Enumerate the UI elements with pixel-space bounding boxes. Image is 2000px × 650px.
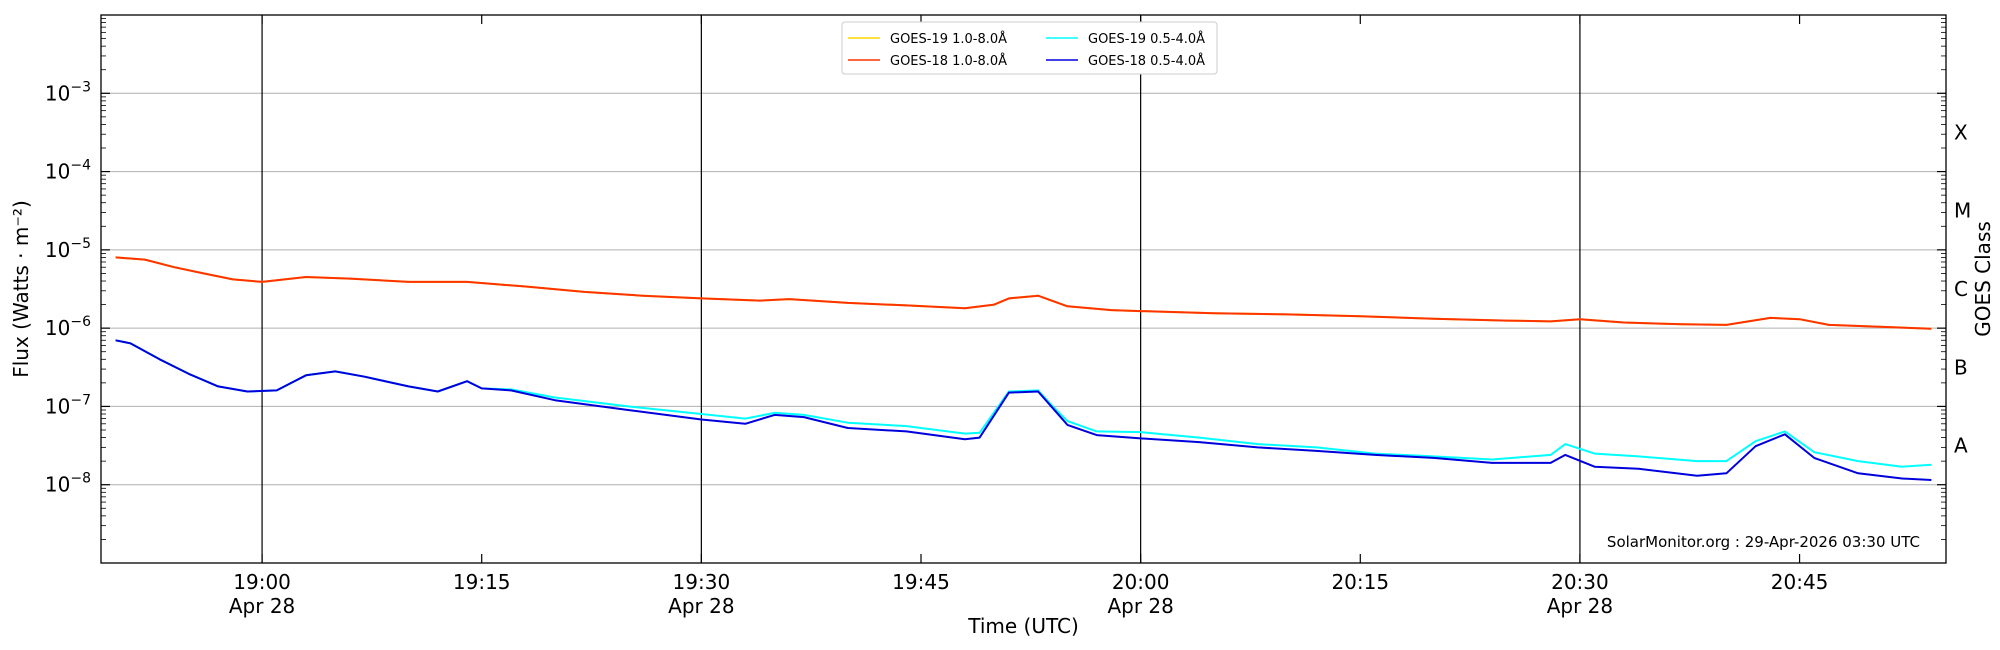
goes-class-axis-label: GOES Class	[1971, 221, 1995, 337]
x-tick-label: 19:00	[233, 570, 291, 594]
legend: GOES-19 1.0-8.0Å GOES-19 0.5-4.0Å GOES-18 …	[841, 21, 1218, 75]
grid-layer	[101, 92, 1946, 486]
x-tick-date-label: Apr 28	[1547, 594, 1613, 618]
goes-class-label: X	[1954, 120, 1968, 144]
x-tick-label: 20:15	[1331, 570, 1389, 594]
x-tick-label: 20:30	[1551, 570, 1609, 594]
series-line	[115, 339, 1932, 481]
goes-class-label: C	[1954, 277, 1968, 301]
goes-class-labels: X M C B A	[1954, 120, 1971, 457]
y-tick-label: 10−5	[45, 236, 91, 262]
footer-credit: SolarMonitor.org : 29-Apr-2026 03:30 UTC	[1607, 533, 1920, 551]
series-line	[115, 256, 1932, 330]
x-tick-date-label: Apr 28	[229, 594, 295, 618]
x-axis-label: Time (UTC)	[967, 614, 1079, 638]
y-tick-label: 10−7	[45, 392, 91, 418]
goes-class-label: M	[1954, 199, 1971, 223]
series-layer	[115, 256, 1932, 481]
legend-label: GOES-18 1.0-8.0Å	[890, 53, 1007, 69]
vertical-lines	[261, 15, 1581, 563]
x-tick-label: 19:45	[892, 570, 950, 594]
legend-label: GOES-18 0.5-4.0Å	[1088, 53, 1205, 69]
x-tick-label: 20:00	[1112, 570, 1170, 594]
plot-frame	[100, 14, 1947, 564]
x-tick-date-label: Apr 28	[668, 594, 734, 618]
x-tick-label: 19:30	[673, 570, 731, 594]
series-line	[115, 339, 1932, 468]
series-line	[115, 256, 1932, 330]
legend-box	[841, 21, 1218, 75]
legend-label: GOES-19 1.0-8.0Å	[890, 31, 1007, 47]
goes-class-label: B	[1954, 355, 1968, 379]
y-tick-label: 10−6	[45, 314, 91, 340]
goes-class-label: A	[1954, 434, 1968, 458]
y-tick-label: 10−4	[45, 158, 91, 184]
y-tick-label: 10−3	[45, 79, 91, 105]
y-axis-label: Flux (Watts · m⁻²)	[9, 200, 33, 378]
x-tick-date-label: Apr 28	[1107, 594, 1173, 618]
y-tick-label: 10−8	[45, 471, 91, 497]
x-tick-label: 20:45	[1771, 570, 1829, 594]
x-tick-label: 19:15	[453, 570, 511, 594]
legend-label: GOES-19 0.5-4.0Å	[1088, 31, 1205, 47]
